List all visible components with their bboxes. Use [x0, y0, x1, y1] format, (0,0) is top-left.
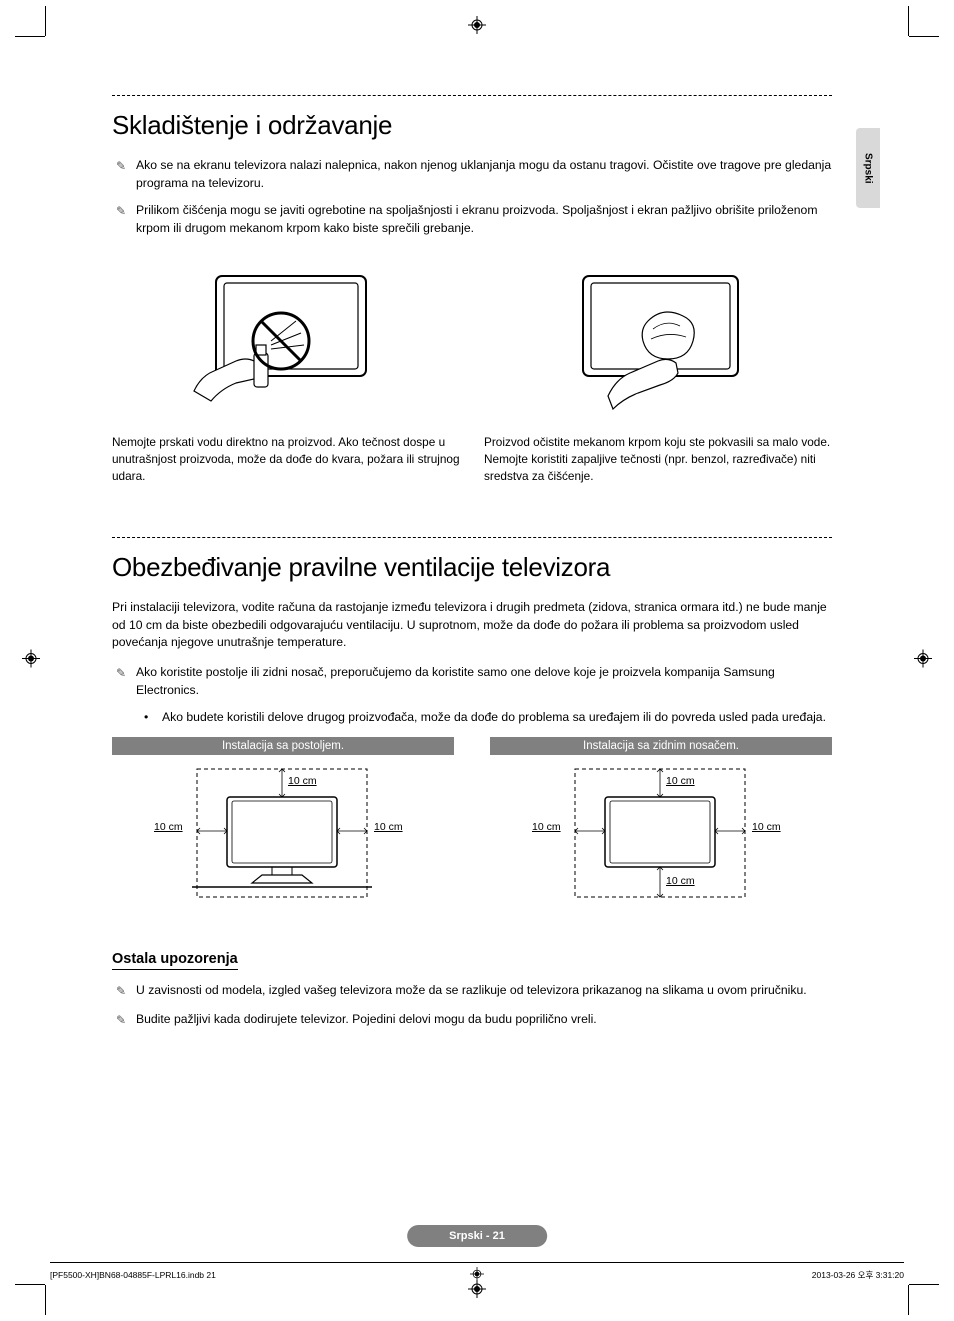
install-header: Instalacija sa postoljem. [112, 737, 454, 755]
section-title-ventilation: Obezbeđivanje pravilne ventilacije telev… [112, 537, 832, 583]
dim-top: 10 cm [288, 775, 317, 787]
registration-mark-icon [468, 16, 486, 39]
registration-mark-icon [914, 649, 932, 672]
note-icon: ✎ [116, 1011, 136, 1029]
intro-paragraph: Pri instalaciji televizora, vodite račun… [112, 599, 832, 652]
install-wallmount-diagram-icon: 10 cm 10 cm 10 cm 10 cm [490, 761, 832, 911]
note-item: ✎ U zavisnosti od modela, izgled vašeg t… [116, 982, 832, 1000]
note-item: ✎ Ako se na ekranu televizora nalazi nal… [116, 157, 832, 192]
language-tab-label: Srpski [863, 153, 874, 184]
dim-left: 10 cm [532, 821, 561, 833]
sub-title-warnings: Ostala upozorenja [112, 951, 238, 970]
crop-mark [908, 6, 909, 36]
crop-mark [15, 36, 45, 37]
dim-right: 10 cm [752, 821, 781, 833]
registration-mark-icon [470, 1267, 484, 1283]
note-icon: ✎ [116, 202, 136, 237]
crop-mark [15, 1284, 45, 1285]
crop-mark [909, 1284, 939, 1285]
dim-left: 10 cm [154, 821, 183, 833]
note-item: ✎ Budite pažljivi kada dodirujete televi… [116, 1011, 832, 1029]
figure-caption: Nemojte prskati vodu direktno na proizvo… [112, 434, 460, 485]
note-item: ✎ Ako koristite postolje ili zidni nosač… [116, 664, 832, 699]
note-text: Ako koristite postolje ili zidni nosač, … [136, 664, 832, 699]
figure-left: Nemojte prskati vodu direktno na proizvo… [112, 256, 460, 485]
page-number-pill: Srpski - 21 [407, 1225, 547, 1247]
install-stand-diagram-icon: 10 cm 10 cm 10 cm [112, 761, 454, 911]
registration-mark-icon [22, 649, 40, 672]
install-header: Instalacija sa zidnim nosačem. [490, 737, 832, 755]
note-text: Ako se na ekranu televizora nalazi nalep… [136, 157, 832, 192]
figure-no-spray-icon [112, 256, 460, 426]
install-wallmount: Instalacija sa zidnim nosačem. [490, 737, 832, 911]
crop-mark [45, 6, 46, 36]
figure-right: Proizvod očistite mekanom krpom koju ste… [484, 256, 832, 485]
note-item: ✎ Prilikom čišćenja mogu se javiti ogreb… [116, 202, 832, 237]
note-text: Prilikom čišćenja mogu se javiti ogrebot… [136, 202, 832, 237]
dim-bottom: 10 cm [666, 875, 695, 887]
page-content: Skladištenje i održavanje ✎ Ako se na ek… [112, 95, 832, 1039]
note-text: U zavisnosti od modela, izgled vašeg tel… [136, 982, 832, 1000]
crop-mark [908, 1285, 909, 1315]
note-icon: ✎ [116, 157, 136, 192]
crop-mark [909, 36, 939, 37]
note-text: Budite pažljivi kada dodirujete televizo… [136, 1011, 832, 1029]
section-title-storage: Skladištenje i održavanje [112, 95, 832, 141]
note-icon: ✎ [116, 982, 136, 1000]
bullet-text: Ako budete koristili delove drugog proiz… [162, 709, 826, 727]
note-icon: ✎ [116, 664, 136, 699]
crop-mark [45, 1285, 46, 1315]
print-footer: [PF5500-XH]BN68-04885F-LPRL16.indb 21 20… [50, 1262, 904, 1281]
dim-top: 10 cm [666, 775, 695, 787]
bullet-item: • Ako budete koristili delove drugog pro… [144, 709, 832, 727]
note-list: ✎ Ako se na ekranu televizora nalazi nal… [116, 157, 832, 238]
language-tab: Srpski [856, 128, 880, 208]
install-diagrams: Instalacija sa postoljem. [112, 737, 832, 911]
figure-soft-cloth-icon [484, 256, 832, 426]
figure-caption: Proizvod očistite mekanom krpom koju ste… [484, 434, 832, 485]
registration-mark-icon [468, 1280, 486, 1303]
install-stand: Instalacija sa postoljem. [112, 737, 454, 911]
dim-right: 10 cm [374, 821, 403, 833]
print-timestamp: 2013-03-26 오후 3:31:20 [812, 1269, 904, 1281]
bullet-icon: • [144, 709, 162, 727]
cleaning-figures: Nemojte prskati vodu direktno na proizvo… [112, 256, 832, 485]
print-file-path: [PF5500-XH]BN68-04885F-LPRL16.indb 21 [50, 1270, 216, 1280]
